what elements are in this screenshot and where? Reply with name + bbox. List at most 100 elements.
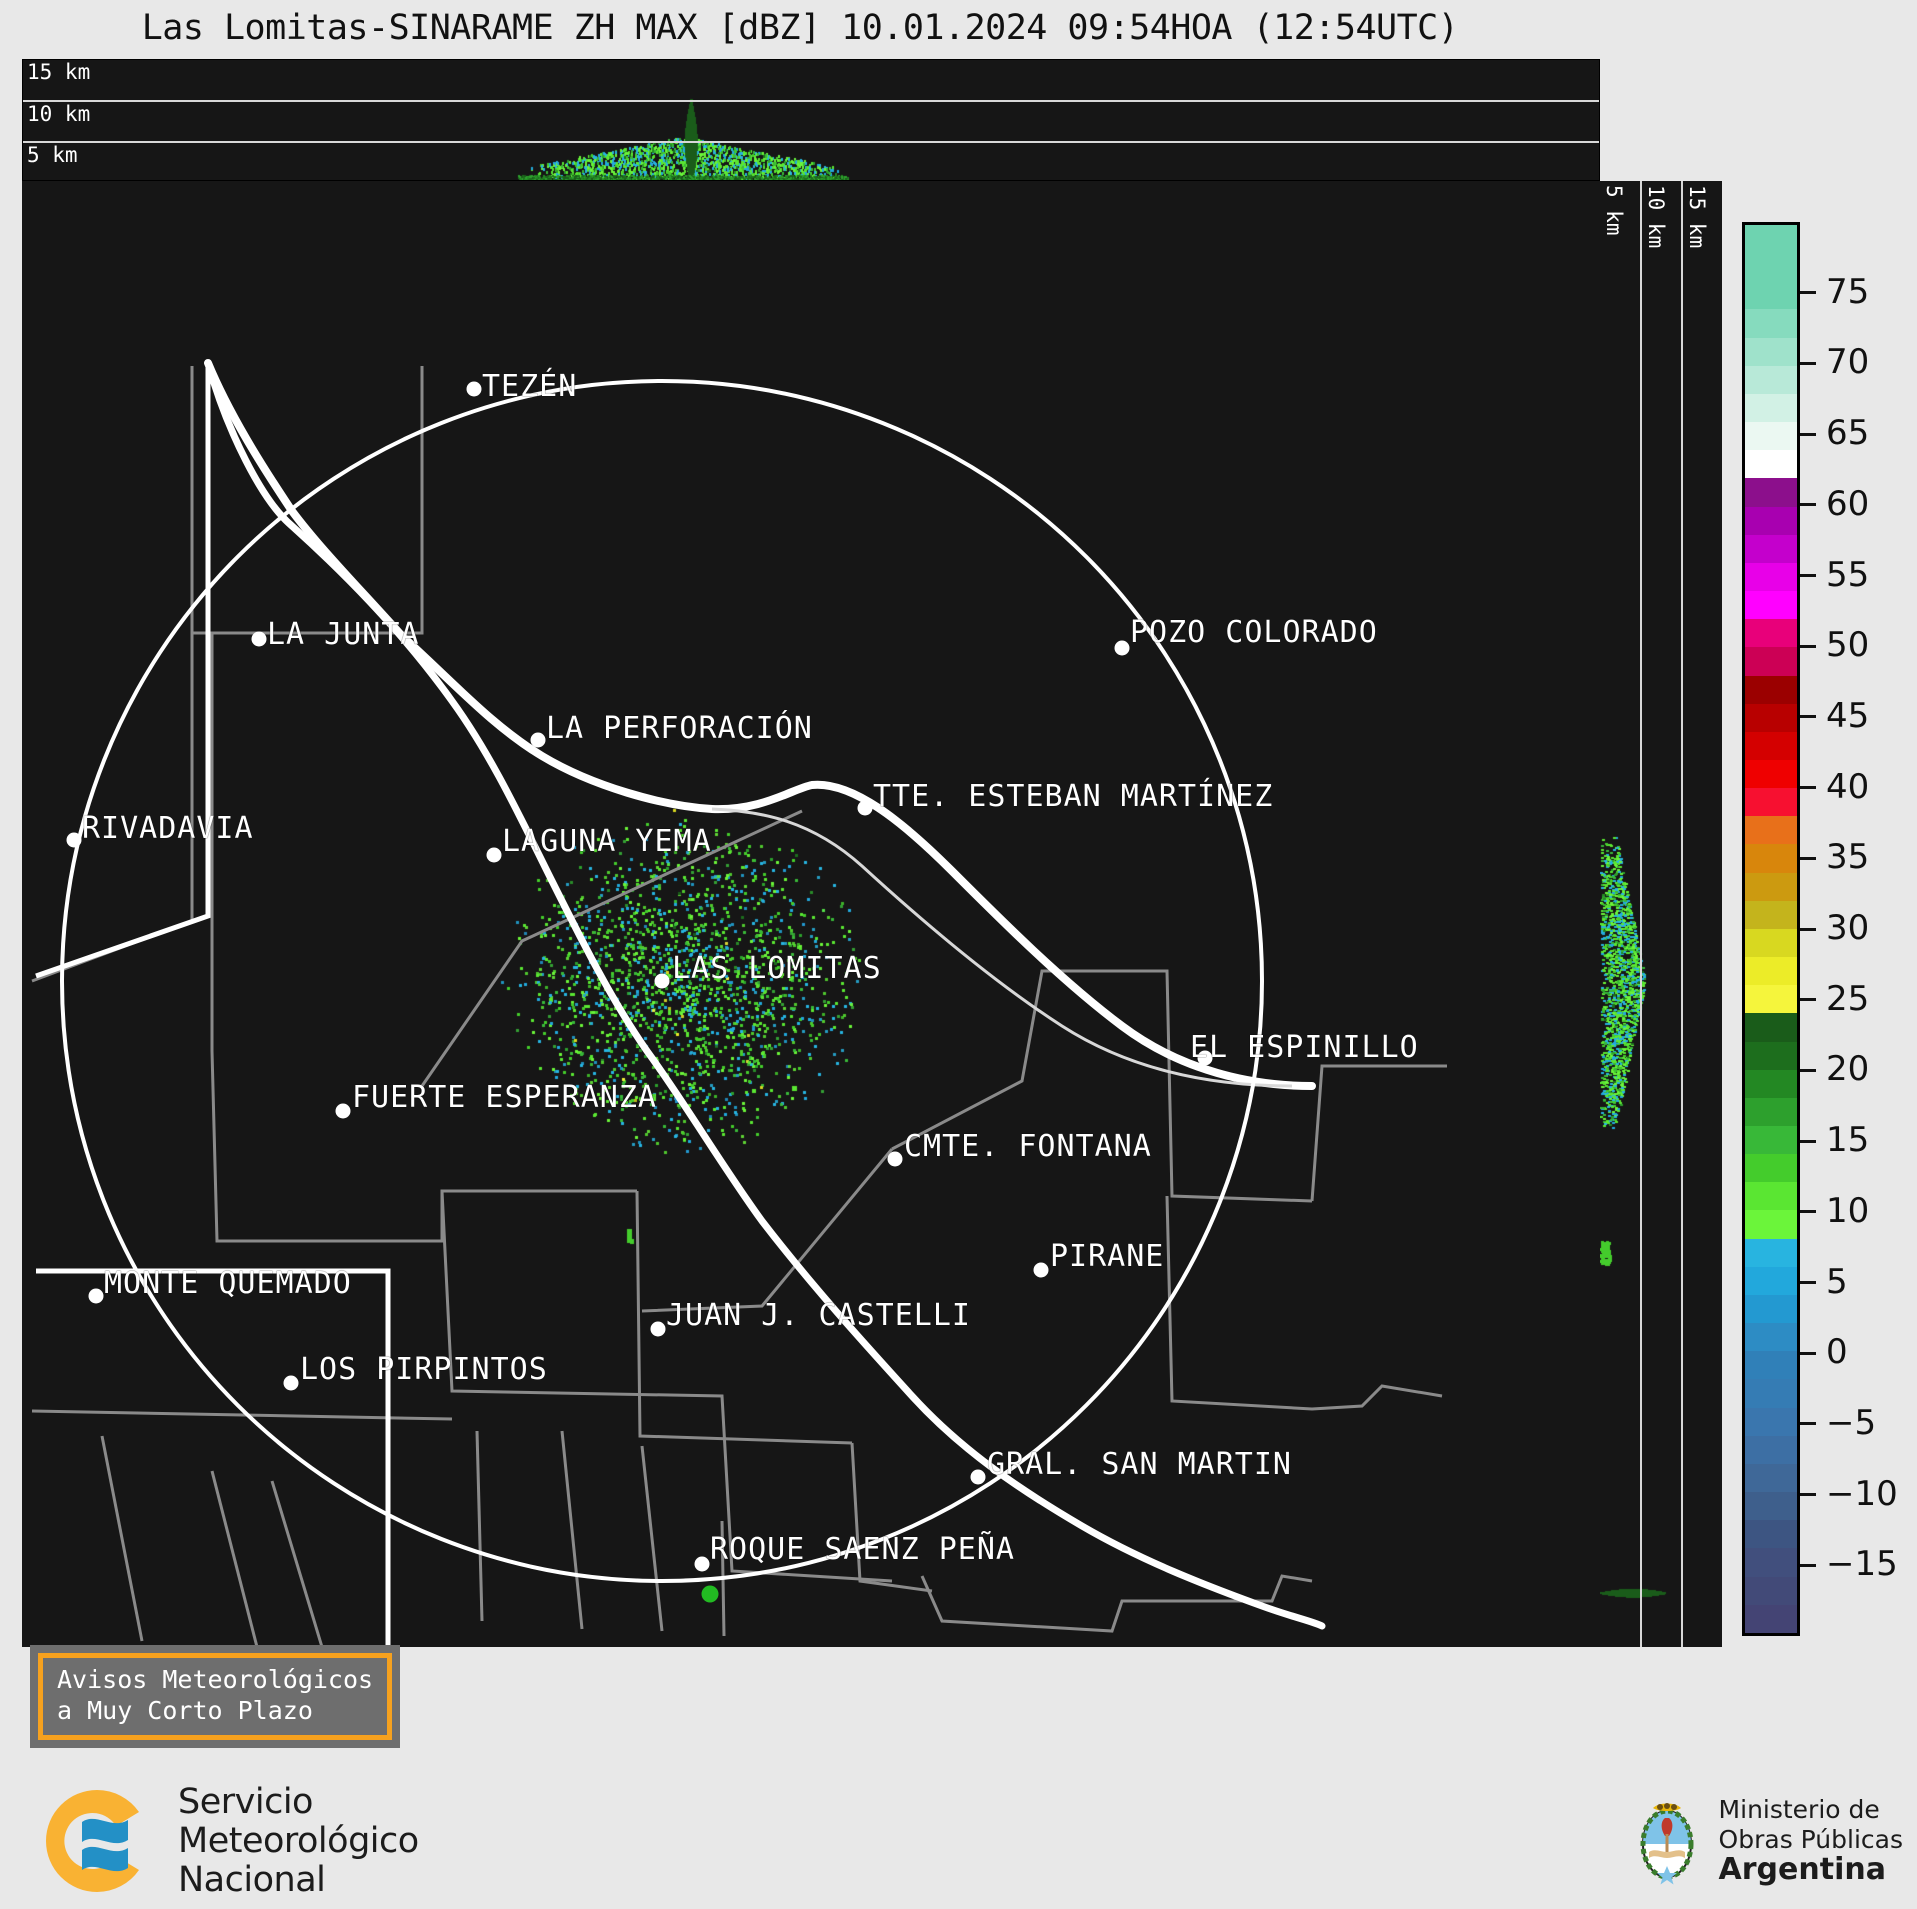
vertical-cross-section-top: 15 km 10 km 5 km [22, 59, 1600, 181]
city-dot[interactable] [1114, 640, 1130, 656]
city-label: MONTE QUEMADO [104, 1266, 352, 1301]
city-label: LA PERFORACIÓN [546, 711, 813, 746]
colorbar-segment [1745, 1013, 1797, 1042]
smn-line-2: Meteorológico [178, 1820, 419, 1861]
city-dot[interactable] [650, 1321, 666, 1337]
warnings-line-2: a Muy Corto Plazo [57, 1696, 313, 1725]
colorbar-segment [1745, 1463, 1797, 1493]
colorbar-tick-label: 70 [1826, 342, 1870, 383]
colorbar-segment [1745, 1492, 1797, 1521]
city-dot[interactable] [466, 381, 482, 397]
colorbar-tick-mark [1800, 1210, 1816, 1214]
xsec-v-label-15km: 15 km [1685, 185, 1709, 249]
colorbar-segment [1745, 534, 1797, 563]
colorbar-segment [1745, 844, 1797, 873]
colorbar-segment [1745, 759, 1797, 789]
map-vector-layer [31, 359, 1447, 1647]
city-label: POZO COLORADO [1130, 615, 1378, 650]
colorbar-segment [1745, 1548, 1797, 1577]
city-dot[interactable] [654, 973, 670, 989]
colorbar-segment [1745, 1520, 1797, 1549]
city-dot[interactable] [335, 1103, 351, 1119]
colorbar-segment [1745, 1041, 1797, 1070]
city-dot[interactable] [1033, 1262, 1049, 1278]
city-dot[interactable] [530, 732, 546, 748]
colorbar-tick-label: 40 [1826, 766, 1870, 807]
city-label: LAS LOMITAS [672, 951, 882, 986]
city-dot[interactable] [1197, 1050, 1213, 1066]
city-label: LA JUNTA [267, 617, 420, 652]
city-dot[interactable] [857, 800, 873, 816]
colorbar-segment [1745, 225, 1797, 254]
colorbar-tick-label: 35 [1826, 837, 1870, 878]
colorbar-segment [1745, 1351, 1797, 1380]
ministry-logo-text: Ministerio de Obras Públicas Argentina [1719, 1795, 1903, 1885]
colorbar-segment [1745, 1435, 1797, 1464]
ministry-line-3: Argentina [1718, 1852, 1886, 1887]
vertical-cross-section-right: 5 km 10 km 15 km [1600, 181, 1722, 1647]
colorbar-segment [1745, 900, 1797, 929]
colorbar-tick-mark [1800, 1493, 1816, 1497]
radar-reflectivity-layer [22, 181, 1600, 1647]
colorbar-segment [1745, 365, 1797, 394]
colorbar-tick-label: 15 [1826, 1120, 1870, 1161]
colorbar-segment [1745, 675, 1797, 704]
radar-map[interactable]: TEZÉN LA JUNTA POZO COLORADO LA PERFORACIÓN… [22, 181, 1600, 1647]
colorbar-tick-label: 65 [1826, 413, 1870, 454]
city-label: GRAL. SAN MARTIN [987, 1447, 1292, 1482]
smn-line-3: Nacional [178, 1859, 326, 1900]
colorbar-segment [1745, 957, 1797, 986]
colorbar-tick-label: 50 [1826, 625, 1870, 666]
colorbar-tick-label: −5 [1826, 1402, 1877, 1443]
city-dot[interactable] [88, 1288, 104, 1304]
city-label: TTE. ESTEBAN MARTÍNEZ [873, 779, 1274, 814]
colorbar-tick-mark [1800, 574, 1816, 577]
smn-line-1: Servicio [178, 1781, 313, 1822]
warnings-badge[interactable]: Avisos Meteorológicos a Muy Corto Plazo [30, 1645, 401, 1748]
colorbar-tick-label: 0 [1826, 1332, 1848, 1373]
colorbar-segment [1745, 1097, 1797, 1126]
colorbar-tick-label: −15 [1826, 1544, 1898, 1585]
colorbar-segment [1745, 253, 1797, 282]
city-dot[interactable] [66, 832, 82, 848]
colorbar-tick-label: 75 [1826, 271, 1870, 312]
colorbar-tick-mark [1800, 1068, 1816, 1072]
colorbar-tick-mark [1800, 1351, 1816, 1355]
city-label: PIRANE [1050, 1239, 1165, 1274]
department-boundaries [31, 366, 1447, 1647]
colorbar-segment [1745, 703, 1797, 732]
xsec-label-10km: 10 km [27, 102, 91, 126]
city-dot[interactable] [251, 631, 267, 647]
ministry-line-1: Ministerio de [1718, 1795, 1880, 1824]
colorbar-segment [1745, 619, 1797, 648]
colorbar-tick-label: 30 [1826, 908, 1870, 948]
storm-report-marker[interactable] [701, 1585, 719, 1603]
warnings-badge-inner: Avisos Meteorológicos a Muy Corto Plazo [38, 1653, 393, 1740]
colorbar-tick-label: 55 [1826, 554, 1870, 595]
xsec-gridline-15km [23, 100, 1599, 102]
colorbar-segment [1745, 506, 1797, 535]
city-label: EL ESPINILLO [1190, 1030, 1419, 1065]
city-dot[interactable] [694, 1556, 710, 1572]
city-label: CMTE. FONTANA [904, 1129, 1152, 1164]
cross-section-top-echoes [23, 60, 1599, 180]
city-dot[interactable] [486, 847, 502, 863]
colorbar [1742, 222, 1800, 1636]
colorbar-tick-mark [1800, 644, 1816, 648]
colorbar-segment [1745, 478, 1797, 507]
city-dot[interactable] [970, 1469, 986, 1485]
colorbar-segment [1745, 928, 1797, 958]
colorbar-segment [1745, 337, 1797, 366]
colorbar-segment [1745, 647, 1797, 676]
warnings-line-1: Avisos Meteorológicos [57, 1665, 374, 1694]
colorbar-tick-label: 60 [1826, 483, 1870, 524]
xsec-v-label-10km: 10 km [1644, 185, 1668, 249]
colorbar-segment [1745, 1210, 1797, 1239]
ministry-line-2: Obras Públicas [1718, 1825, 1903, 1854]
city-dot[interactable] [283, 1375, 299, 1391]
colorbar-segment [1745, 1379, 1797, 1408]
river-bermejo [204, 359, 1326, 1630]
city-dot[interactable] [887, 1151, 903, 1167]
colorbar-tick-mark [1800, 715, 1816, 719]
xsec-v-label-5km: 5 km [1602, 185, 1626, 236]
